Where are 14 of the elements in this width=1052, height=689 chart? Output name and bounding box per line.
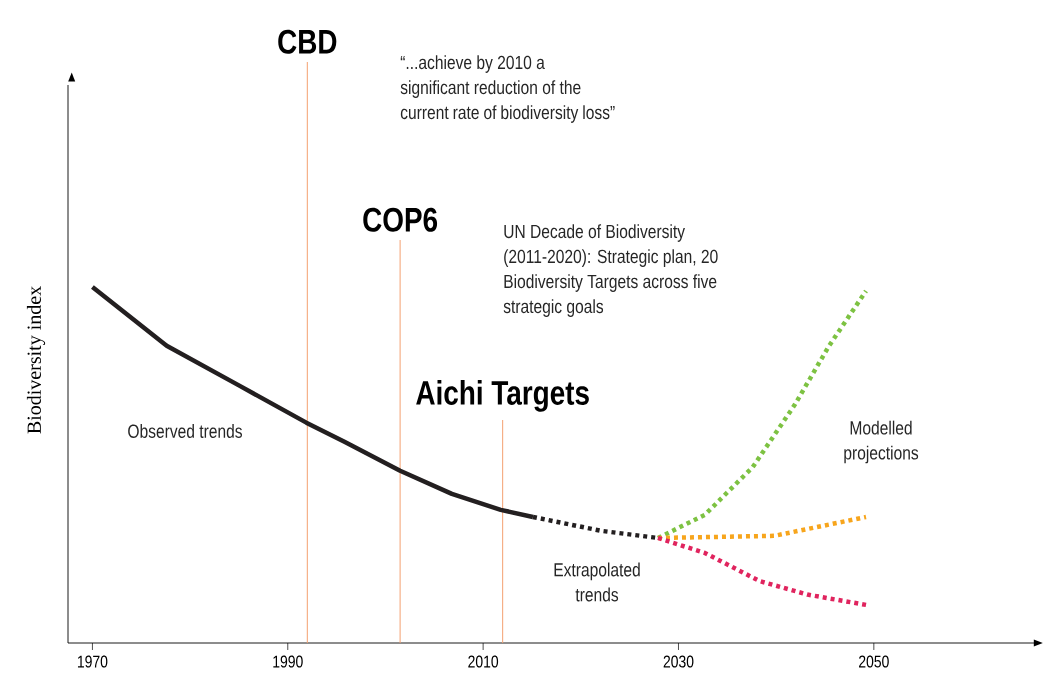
annotation: Observed trends [128, 424, 243, 438]
x-tick-label: 2050 [859, 655, 889, 668]
x-tick-label: 1970 [77, 655, 108, 668]
ref-line-label: Aichi Targets [416, 379, 589, 412]
x-tick-label: 1990 [273, 655, 303, 668]
ref-line-label: CBD [278, 29, 337, 54]
y-axis-title: Biodiversity index [26, 286, 46, 434]
annotation: Modelled projections [844, 420, 919, 464]
annotation: UN Decade of Biodiversity (2011-2020): Strategic plan, 20 Biodiversity Targets across five strategic goals [503, 224, 718, 317]
annotation: Extrapolated trends [554, 562, 640, 602]
x-tick-label: 2030 [663, 655, 694, 668]
ref-line-label: COP6 [363, 207, 438, 232]
x-tick-label: 2010 [468, 655, 499, 668]
text: “...achieve by 2010 a significant reduction of the current rate of biodiversity loss” [400, 55, 615, 123]
